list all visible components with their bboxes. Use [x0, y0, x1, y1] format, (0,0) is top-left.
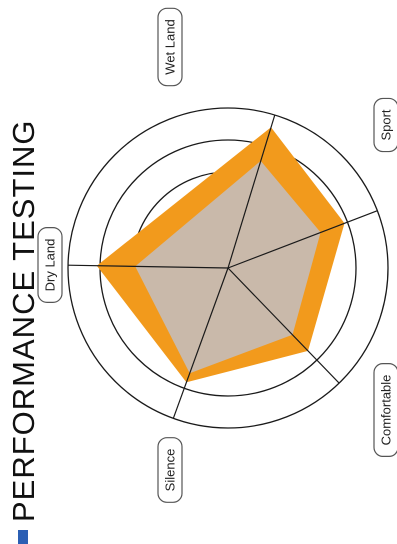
axis-label: Sport — [373, 97, 397, 153]
axis-label: Wet Land — [157, 7, 183, 87]
axis-spoke — [227, 267, 340, 384]
axis-label: Silence — [157, 437, 183, 503]
axis-label-text: Comfortable — [379, 375, 394, 446]
axis-label-pill — [373, 362, 397, 458]
axis-label-pill — [157, 437, 183, 503]
axis-label-pill — [37, 227, 63, 303]
title-group: PERFORMANCE TESTING — [6, 119, 41, 544]
axis-label-text: Sport — [379, 109, 394, 140]
axis-label: Dry Land — [37, 227, 63, 303]
series-layer — [96, 127, 345, 383]
axis-label-pill — [373, 97, 397, 153]
grid-ring — [67, 107, 389, 429]
axis-spoke — [227, 114, 276, 269]
axis-labels: Wet Land Sport Comfortable Silence Dry Land — [37, 7, 397, 503]
axis-spoke — [172, 267, 229, 419]
axis-spoke — [67, 264, 229, 269]
axis-label: Comfortable — [373, 362, 397, 458]
axis-label-text: Silence — [163, 449, 178, 492]
chart-title: PERFORMANCE TESTING — [6, 119, 41, 522]
axis-label-pill — [157, 7, 183, 87]
axis-label-text: Dry Land — [43, 239, 58, 292]
axis-spoke — [227, 210, 378, 269]
axis-label-text: Wet Land — [163, 19, 178, 74]
title-accent-bar — [18, 530, 28, 544]
axis-spokes — [67, 114, 378, 419]
